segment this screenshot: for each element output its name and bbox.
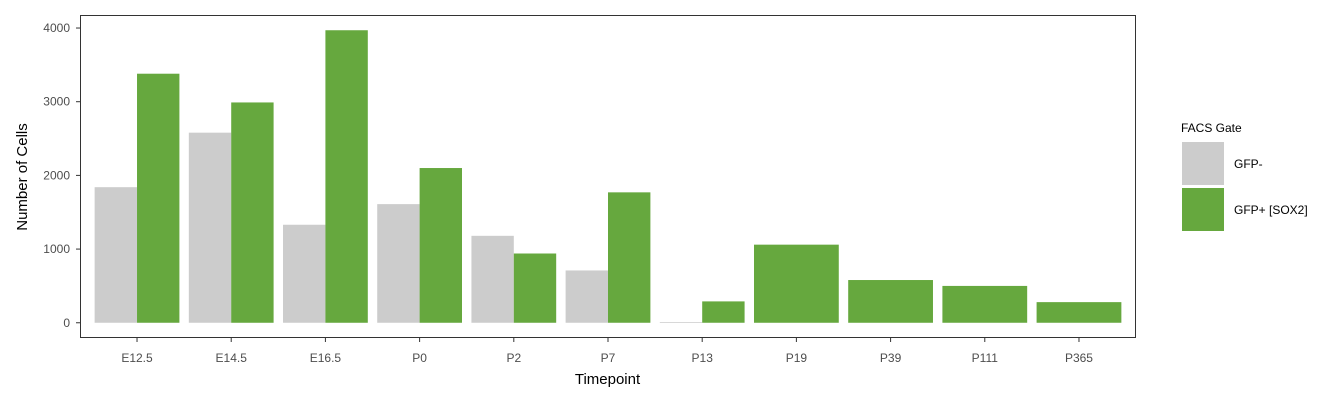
legend: FACS Gate GFP- GFP+ [SOX2] bbox=[1181, 121, 1308, 231]
x-tick-label: P2 bbox=[506, 351, 521, 365]
y-tick-label: 3000 bbox=[43, 95, 70, 109]
bar-gfp-sox2-p39 bbox=[848, 280, 933, 323]
y-axis-title: Number of Cells bbox=[14, 123, 31, 231]
y-tick-label: 0 bbox=[63, 316, 70, 330]
bar-gfp-sox2-p7 bbox=[608, 192, 651, 323]
x-tick-label: E12.5 bbox=[121, 351, 153, 365]
x-axis-title: Timepoint bbox=[575, 371, 641, 388]
x-tick-label: P0 bbox=[412, 351, 427, 365]
x-tick-label: P19 bbox=[786, 351, 808, 365]
legend-key-gfp-neg bbox=[1182, 142, 1224, 185]
bar-gfp-sox2-p19 bbox=[754, 244, 839, 323]
bar-gfp-p7 bbox=[565, 270, 608, 323]
x-axis: E12.5 E14.5 E16.5 P0 P2 P7 P13 P19 P39 P111 P365 bbox=[121, 337, 1093, 365]
bar-gfp-e12-5 bbox=[94, 187, 138, 323]
y-tick-label: 4000 bbox=[43, 21, 70, 35]
bar-gfp-sox2-p13 bbox=[702, 301, 745, 323]
bar-gfp-sox2-p365 bbox=[1036, 302, 1122, 323]
bar-gfp-sox2-p111 bbox=[942, 285, 1028, 323]
x-tick-label: P7 bbox=[601, 351, 616, 365]
bar-gfp-e14-5 bbox=[188, 132, 232, 323]
y-axis: 0 1000 2000 3000 4000 bbox=[43, 21, 81, 330]
y-tick-label: 2000 bbox=[43, 168, 70, 182]
bar-gfp-sox2-e12-5 bbox=[137, 73, 180, 323]
bar-gfp-p2 bbox=[471, 235, 514, 323]
bar-gfp-sox2-e16-5 bbox=[325, 30, 368, 323]
x-tick-label: P39 bbox=[880, 351, 902, 365]
bar-gfp-p13 bbox=[659, 322, 703, 323]
x-tick-label: P13 bbox=[692, 351, 714, 365]
bar-gfp-sox2-e14-5 bbox=[231, 102, 274, 323]
legend-label-gfp-pos: GFP+ [SOX2] bbox=[1234, 203, 1308, 217]
y-tick-label: 1000 bbox=[43, 242, 70, 256]
x-tick-label: E16.5 bbox=[310, 351, 342, 365]
legend-title: FACS Gate bbox=[1181, 121, 1242, 135]
x-tick-label: E14.5 bbox=[216, 351, 248, 365]
legend-label-gfp-neg: GFP- bbox=[1234, 157, 1263, 171]
bar-gfp-p0 bbox=[377, 204, 420, 323]
x-tick-label: P365 bbox=[1065, 351, 1093, 365]
bar-gfp-sox2-p0 bbox=[419, 168, 462, 323]
bar-gfp-e16-5 bbox=[283, 224, 326, 323]
x-tick-label: P111 bbox=[972, 351, 999, 365]
bars-layer bbox=[94, 30, 1122, 323]
bar-gfp-sox2-p2 bbox=[513, 253, 557, 323]
legend-key-gfp-pos bbox=[1182, 188, 1224, 231]
